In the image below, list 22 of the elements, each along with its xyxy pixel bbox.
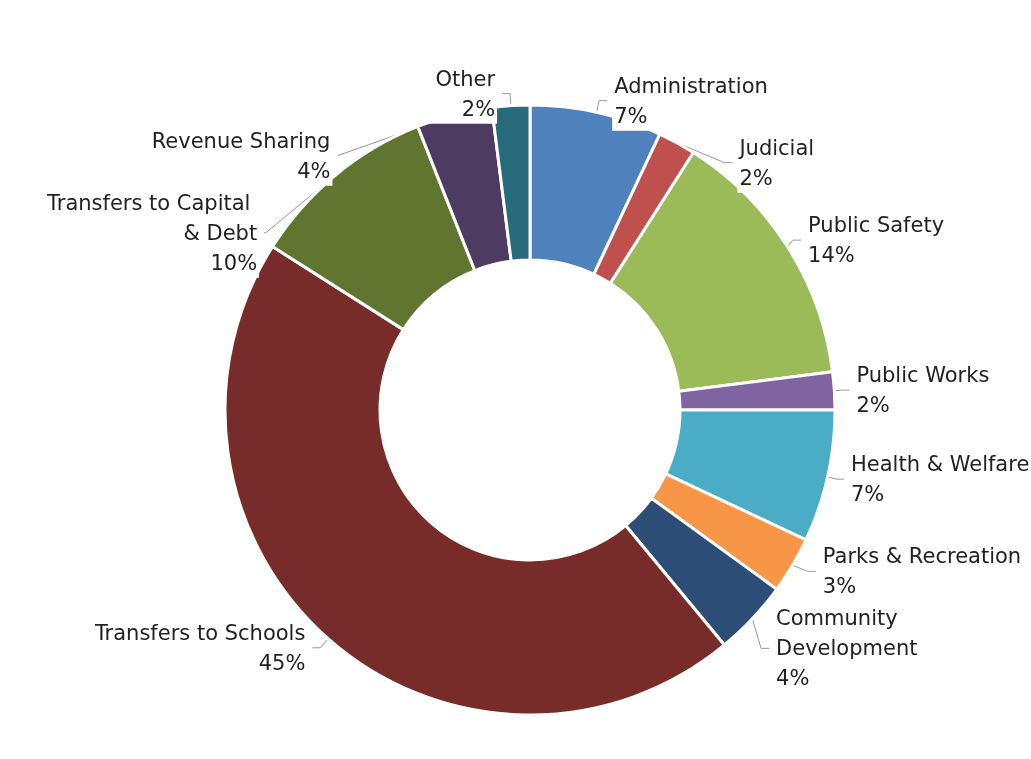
data-label: 2% xyxy=(461,96,496,121)
data-label: 2% xyxy=(856,393,890,418)
slice-label: Public Works xyxy=(856,363,990,388)
slice-label: Other xyxy=(435,66,496,91)
data-label: 3% xyxy=(822,574,857,599)
slice-label: Judicial xyxy=(737,135,815,160)
slice-label: Public Safety xyxy=(808,213,945,238)
data-label: 4% xyxy=(776,666,810,691)
data-label: 2% xyxy=(739,165,773,190)
slice-label: Parks & Recreation xyxy=(822,544,1022,569)
slice-label: Transfers to Capital & Debt xyxy=(46,190,258,245)
data-label: 45% xyxy=(258,650,306,675)
data-label: 10% xyxy=(210,250,258,275)
data-label: 7% xyxy=(851,482,885,507)
slice-label: Transfers to Schools xyxy=(93,620,306,645)
data-label: 7% xyxy=(614,103,648,128)
data-label: 4% xyxy=(297,158,331,183)
slice-label: Community Development xyxy=(776,606,918,661)
data-label: 14% xyxy=(808,243,855,268)
slice-label: Administration xyxy=(614,73,768,98)
slice-label: Revenue Sharing xyxy=(151,128,331,153)
slice-label: Health & Welfare xyxy=(851,452,1030,477)
